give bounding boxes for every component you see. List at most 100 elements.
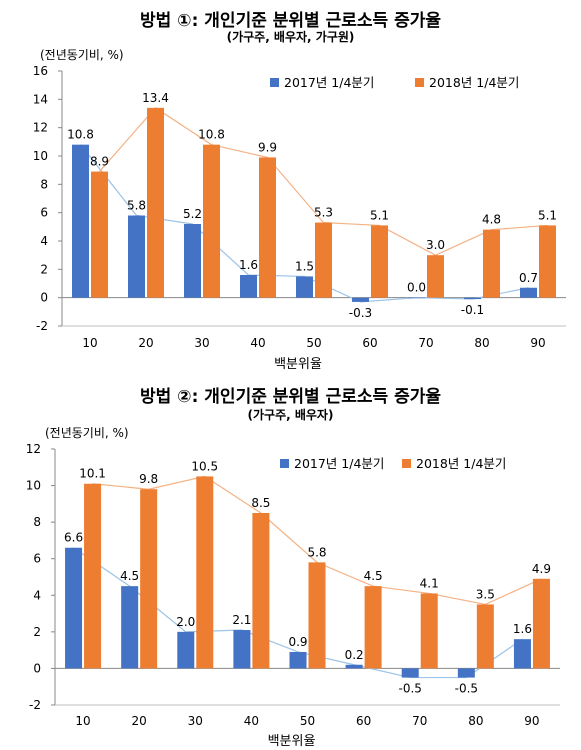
series-2018-bar: [91, 171, 108, 298]
series-2017-bar: [72, 144, 89, 298]
y-axis-unit-label: (전년동기비, %): [40, 48, 124, 62]
series-2017-data-label: 0.2: [345, 648, 364, 662]
y-tick-label: 0: [33, 661, 41, 675]
x-category-label: 20: [138, 336, 153, 350]
series-2018-bar: [315, 222, 332, 298]
series-2017-data-label: -0.5: [455, 682, 478, 696]
series-2017-bar: [233, 630, 251, 669]
series-2017-bar: [408, 297, 425, 299]
series-2018-data-label: 4.1: [420, 576, 439, 590]
y-tick-label: 16: [33, 64, 48, 78]
series-2017-data-label: 1.5: [295, 259, 314, 273]
series-2018-bar: [539, 225, 556, 298]
y-tick-label: 10: [33, 149, 48, 163]
x-category-label: 80: [468, 714, 483, 728]
series-2018-data-label: 3.0: [426, 238, 445, 252]
series-2018-data-label: 8.5: [251, 496, 270, 510]
legend-2018-label: 2018년 1/4분기: [429, 75, 519, 90]
x-category-label: 10: [75, 714, 90, 728]
series-2018-data-label: 9.8: [139, 472, 158, 486]
x-category-label: 60: [362, 336, 377, 350]
series-2018-data-label: 5.1: [538, 208, 557, 222]
series-2017-data-label: 0.0: [407, 281, 426, 295]
x-category-label: 40: [244, 714, 259, 728]
y-tick-label: 6: [40, 206, 48, 220]
legend-2017-swatch: [280, 459, 289, 468]
series-2018-data-label: 5.3: [314, 206, 333, 220]
series-2017-data-label: 2.0: [176, 615, 195, 629]
series-2018-bar: [308, 562, 326, 669]
series-2017-data-label: 2.1: [232, 613, 251, 627]
series-2017-bar: [121, 586, 139, 669]
series-2017-data-label: -0.3: [349, 306, 372, 320]
y-tick-label: 14: [33, 92, 48, 106]
series-2017-data-label: 0.7: [519, 271, 538, 285]
series-2017-data-label: 10.8: [67, 128, 94, 142]
legend-2017-label: 2017년 1/4분기: [294, 456, 384, 471]
series-2017-bar: [345, 664, 363, 669]
series-2018-bar: [371, 225, 388, 298]
series-2017-bar: [128, 215, 145, 298]
legend-2018-swatch: [402, 459, 411, 468]
legend-2017-label: 2017년 1/4분기: [284, 75, 374, 90]
series-2018-data-label: 10.8: [198, 128, 225, 142]
series-2017-bar: [352, 297, 369, 302]
x-category-label: 10: [82, 336, 97, 350]
legend-2018-swatch: [415, 78, 424, 87]
y-tick-label: 12: [26, 442, 41, 456]
series-2018-bar: [476, 604, 494, 669]
series-2017-bar: [184, 224, 201, 298]
x-category-label: 80: [474, 336, 489, 350]
series-2018-data-label: 13.4: [142, 91, 169, 105]
x-category-label: 90: [524, 714, 539, 728]
series-2018-bar: [203, 144, 220, 298]
series-2017-bar: [65, 547, 83, 669]
series-2017-data-label: -0.1: [461, 303, 484, 317]
chart-1-subtitle: (가구주, 배우자, 가구원): [226, 30, 355, 44]
series-2018-bar: [147, 107, 164, 298]
series-2018-bar: [420, 593, 438, 669]
chart-panel-2: 방법 ②: 개인기준 분위별 근로소득 증가율 (가구주, 배우자) (전년동기…: [0, 378, 581, 750]
series-2018-bar: [196, 476, 214, 669]
series-2018-bar: [532, 578, 550, 669]
y-axis-unit-label: (전년동기비, %): [45, 426, 129, 440]
series-2017-data-label: 5.2: [183, 207, 202, 221]
y-tick-label: 2: [33, 625, 41, 639]
x-category-label: 50: [306, 336, 321, 350]
x-category-label: 20: [132, 714, 147, 728]
x-category-label: 50: [300, 714, 315, 728]
series-2017-bar: [401, 668, 419, 678]
series-2017-bar: [240, 275, 257, 298]
x-axis-title: 백분위율: [268, 734, 316, 749]
series-2017-bar: [464, 297, 481, 300]
series-2017-bar: [520, 287, 537, 298]
series-2018-data-label: 4.5: [364, 569, 383, 583]
x-axis-title: 백분위율: [274, 357, 322, 372]
series-2017-data-label: 1.6: [239, 258, 258, 272]
series-2017-data-label: 0.9: [288, 635, 307, 649]
x-category-label: 90: [530, 336, 545, 350]
series-2018-bar: [252, 513, 270, 669]
y-tick-label: 4: [33, 588, 41, 602]
y-tick-label: -2: [29, 698, 41, 712]
x-category-label: 70: [418, 336, 433, 350]
series-2018-data-label: 8.9: [90, 155, 109, 169]
series-2017-bar: [289, 651, 307, 669]
series-2018-bar: [483, 229, 500, 298]
series-2017-data-label: 6.6: [64, 531, 83, 545]
y-tick-label: 4: [40, 234, 48, 248]
chart-2-title: 방법 ②: 개인기준 분위별 근로소득 증가율: [139, 387, 442, 407]
series-2018-bar: [364, 586, 382, 669]
y-tick-label: 0: [40, 291, 48, 305]
legend-2018-label: 2018년 1/4분기: [416, 456, 506, 471]
series-2018-data-label: 4.8: [482, 213, 501, 227]
series-2018-data-label: 4.9: [532, 562, 551, 576]
y-tick-label: 8: [33, 515, 41, 529]
series-2018-data-label: 5.1: [370, 208, 389, 222]
y-tick-label: 12: [33, 121, 48, 135]
chart-2-plot: (전년동기비, %) -2 0 2 4 6 8 10 12 6.6 4.5 2.0 2.1 0.9 0.2 -…: [26, 426, 560, 749]
y-tick-label: 6: [33, 552, 41, 566]
chart-1-plot: (전년동기비, %) -2 0 2 4 6 8 10 12 14 16 10.8 5.8 5.2 1.6 1.…: [33, 48, 566, 372]
series-2018-data-label: 5.8: [307, 545, 326, 559]
series-2017-data-label: 5.8: [127, 199, 146, 213]
